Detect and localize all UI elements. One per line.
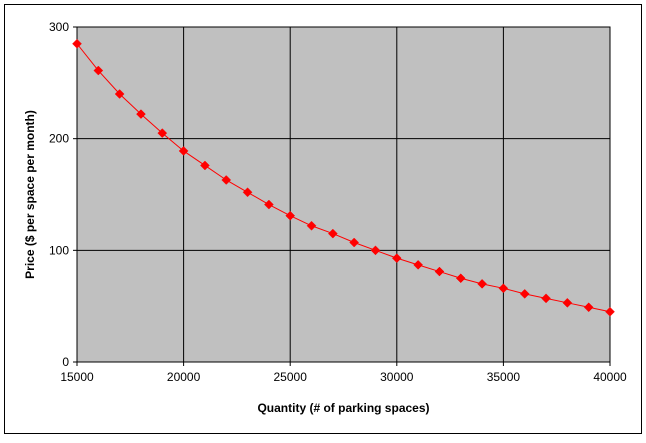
plot-area bbox=[76, 26, 611, 363]
data-point-marker bbox=[349, 237, 360, 248]
x-tick-label: 30000 bbox=[380, 370, 414, 384]
data-point-marker bbox=[498, 283, 509, 294]
x-tick-label: 25000 bbox=[274, 370, 308, 384]
data-point-marker bbox=[583, 302, 594, 313]
data-point-marker bbox=[370, 245, 381, 256]
x-tick-label: 35000 bbox=[487, 370, 521, 384]
x-axis-title: Quantity (# of parking spaces) bbox=[257, 401, 429, 415]
data-point-marker bbox=[327, 228, 338, 239]
data-point-marker bbox=[285, 210, 296, 221]
y-tick-label: 200 bbox=[49, 132, 69, 146]
data-point-marker bbox=[306, 220, 317, 231]
gridlines bbox=[76, 26, 611, 363]
data-point-marker bbox=[434, 266, 445, 277]
y-tick-label: 0 bbox=[62, 355, 69, 369]
data-point-marker bbox=[477, 278, 487, 289]
x-tick-label: 15000 bbox=[60, 370, 94, 384]
data-point-marker bbox=[221, 175, 232, 185]
series-layer bbox=[72, 38, 615, 317]
data-point-marker bbox=[136, 109, 146, 119]
data-point-marker bbox=[242, 187, 253, 198]
data-point-marker bbox=[605, 306, 615, 317]
data-point-marker bbox=[72, 38, 82, 49]
data-point-marker bbox=[519, 289, 530, 299]
x-tick-label: 40000 bbox=[593, 370, 627, 384]
data-point-marker bbox=[114, 89, 125, 99]
data-point-marker bbox=[562, 297, 573, 308]
y-tick-label: 300 bbox=[49, 20, 69, 34]
data-point-marker bbox=[413, 259, 423, 270]
x-tick-label: 20000 bbox=[167, 370, 201, 384]
data-point-marker bbox=[541, 293, 551, 304]
data-point-marker bbox=[455, 273, 466, 284]
y-tick-label: 100 bbox=[49, 243, 69, 257]
data-point-marker bbox=[200, 160, 210, 171]
data-point-marker bbox=[264, 199, 274, 210]
data-point-marker bbox=[391, 253, 402, 264]
data-point-marker bbox=[93, 65, 104, 76]
y-axis-title: Price ($ per space per month) bbox=[23, 110, 37, 279]
data-point-marker bbox=[178, 146, 189, 156]
axes: 15000 20000 25000 30000 35000 40000 0 100 200 300 bbox=[49, 20, 627, 384]
data-point-marker bbox=[157, 128, 168, 138]
